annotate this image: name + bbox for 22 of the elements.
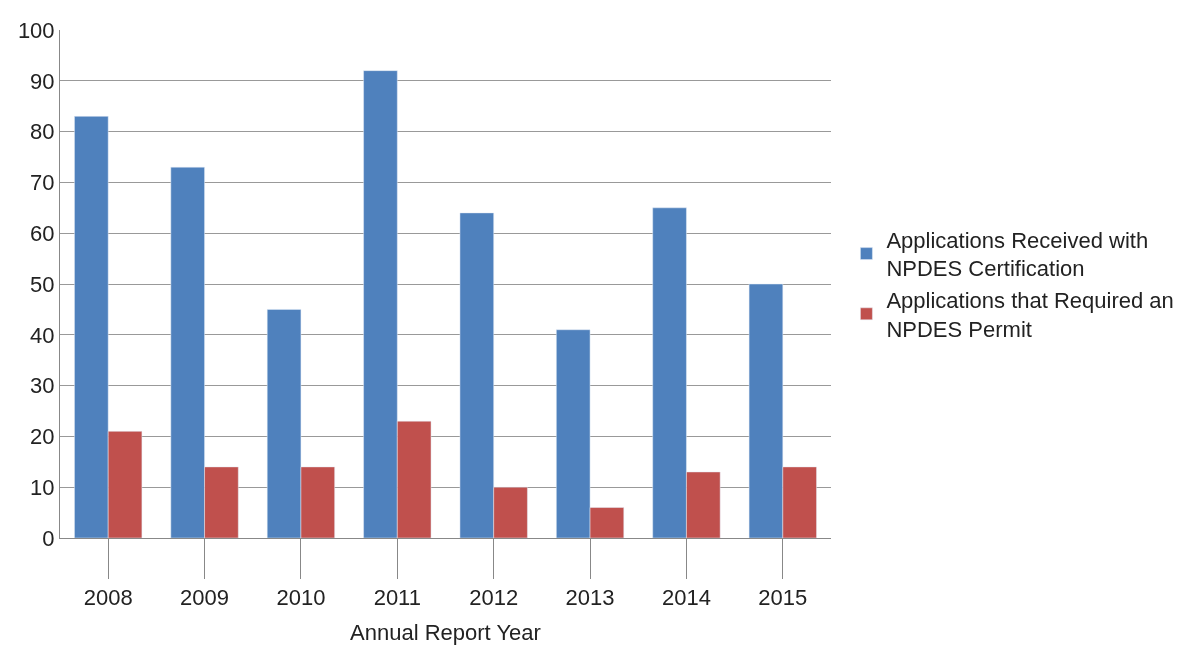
y-tick-label: 50 <box>30 271 55 297</box>
y-tick-label: 60 <box>30 220 55 246</box>
y-tick-label: 90 <box>30 68 55 94</box>
x-tick-label: 2015 <box>758 585 808 611</box>
x-tick-label: 2012 <box>469 585 519 611</box>
y-tick-label: 30 <box>30 373 55 399</box>
y-tick-label: 20 <box>30 424 55 450</box>
legend-label: Applications Received with NPDES Certification <box>886 227 1149 282</box>
x-tick-label: 2010 <box>276 585 326 611</box>
y-tick-label: 10 <box>30 474 55 500</box>
y-tick-label: 100 <box>17 17 55 43</box>
x-axis-title: Annual Report Year <box>350 620 541 646</box>
y-tick-label: 80 <box>30 119 55 145</box>
y-tick-label: 40 <box>30 322 55 348</box>
y-tick-label: 70 <box>30 170 55 196</box>
y-tick-label: 0 <box>42 525 55 551</box>
x-tick-label: 2008 <box>83 585 133 611</box>
legend-label: Applications that Required an NPDES Permit <box>886 288 1174 342</box>
x-tick-label: 2014 <box>661 585 711 611</box>
x-tick-label: 2011 <box>373 585 421 611</box>
x-tick-label: 2013 <box>565 585 615 611</box>
x-tick-label: 2009 <box>180 585 230 611</box>
